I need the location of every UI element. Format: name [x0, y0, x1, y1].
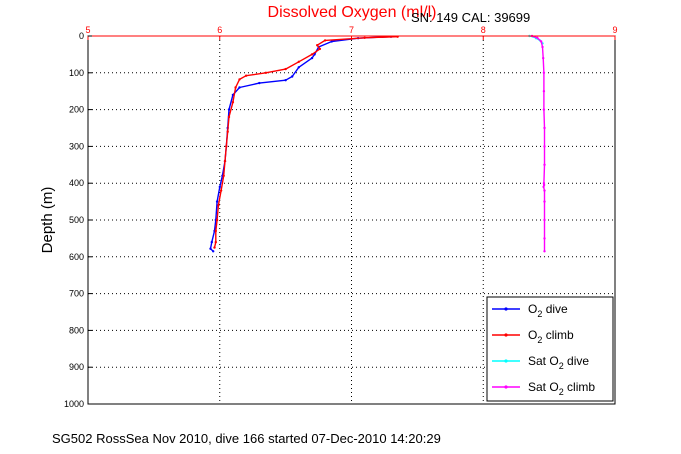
x-tick-label: 7	[349, 25, 354, 35]
y-tick-label: 500	[69, 215, 84, 225]
series-point	[223, 159, 227, 163]
series-point	[227, 108, 231, 111]
y-axis-ticks: 0 100 200 300 400 500 600 700 800 900 1000	[64, 31, 92, 409]
legend-marker	[504, 359, 508, 363]
series-point	[225, 145, 228, 148]
series-point	[227, 115, 231, 119]
series-point	[543, 200, 546, 203]
series-point	[542, 183, 546, 187]
series-point	[543, 250, 546, 253]
series-point	[217, 204, 220, 207]
serial-calibration-label: SN: 149 CAL: 39699	[411, 10, 530, 25]
series-point	[316, 44, 319, 47]
y-tick-label: 200	[69, 105, 84, 115]
series-point	[297, 66, 300, 69]
series-point	[284, 79, 287, 82]
series-point	[218, 185, 221, 189]
legend-marker	[504, 385, 508, 389]
series-line-sat-o2-climb	[531, 35, 546, 252]
y-tick-label: 600	[69, 252, 84, 262]
series-point	[543, 163, 546, 166]
series-point	[363, 36, 366, 39]
series-point	[238, 86, 241, 89]
series-line-o2-climb	[213, 36, 398, 248]
legend-label: O2 climb	[528, 328, 574, 345]
y-tick-label: 700	[69, 289, 84, 299]
series-point	[310, 56, 314, 60]
y-tick-label: 900	[69, 362, 84, 372]
series-point	[219, 189, 223, 192]
legend-label: O2 dive	[528, 302, 568, 319]
series-point	[543, 218, 546, 222]
legend-label: Sat O2 dive	[528, 354, 589, 371]
y-axis-label: Depth (m)	[39, 187, 56, 254]
series-point	[543, 145, 546, 148]
series-point	[214, 240, 217, 244]
series-point	[214, 229, 217, 233]
legend-marker	[504, 333, 508, 337]
series-point	[542, 108, 546, 111]
series-point	[542, 90, 546, 93]
series-point	[542, 185, 545, 189]
series-point	[542, 56, 545, 60]
series-point	[291, 75, 294, 78]
series-point	[212, 250, 215, 253]
y-tick-label: 300	[69, 141, 84, 151]
series-point	[284, 67, 287, 71]
dive-info-footer: SG502 RossSea Nov 2010, dive 166 started…	[52, 431, 441, 446]
legend-marker	[504, 307, 508, 311]
series-point	[222, 174, 225, 177]
series-point	[234, 86, 237, 89]
series-point	[540, 40, 543, 43]
legend: O2 dive O2 climb Sat O2 dive Sat O2 climb	[486, 296, 614, 402]
series-point	[258, 81, 261, 85]
x-tick-label: 9	[612, 25, 617, 35]
series-point	[226, 130, 229, 133]
series-point	[209, 247, 212, 250]
data-series	[209, 34, 546, 253]
series-point	[264, 71, 268, 75]
series-point	[310, 53, 314, 56]
series-point	[542, 182, 546, 185]
series-line-o2-dive	[209, 36, 392, 252]
x-axis-ticks: 5 6 7 8 9	[85, 25, 618, 40]
series-point	[231, 101, 235, 104]
x-tick-label: 8	[481, 25, 486, 35]
series-point	[210, 240, 213, 244]
y-tick-label: 0	[79, 31, 84, 41]
series-point	[244, 74, 248, 77]
y-tick-label: 1000	[64, 399, 84, 409]
y-tick-label: 100	[69, 68, 84, 78]
series-point	[330, 40, 333, 43]
series-point	[543, 237, 546, 240]
series-point	[543, 126, 546, 130]
grid-lines	[88, 36, 615, 404]
series-point	[318, 47, 322, 51]
chart-title: Dissolved Oxygen (ml/l)	[268, 4, 437, 21]
series-point	[215, 200, 219, 203]
series-point	[323, 39, 327, 42]
series-point	[213, 246, 216, 249]
y-tick-label: 800	[69, 325, 84, 335]
series-point	[541, 45, 544, 49]
series-point	[297, 60, 300, 63]
series-point	[536, 36, 539, 39]
legend-box	[486, 296, 614, 402]
series-point	[542, 71, 546, 75]
legend-label: Sat O2 climb	[528, 380, 595, 397]
series-point	[215, 218, 219, 222]
series-point	[238, 78, 241, 81]
x-tick-label: 6	[217, 25, 222, 35]
x-tick-label: 5	[85, 25, 90, 35]
series-point	[543, 189, 546, 192]
y-tick-label: 400	[69, 178, 84, 188]
